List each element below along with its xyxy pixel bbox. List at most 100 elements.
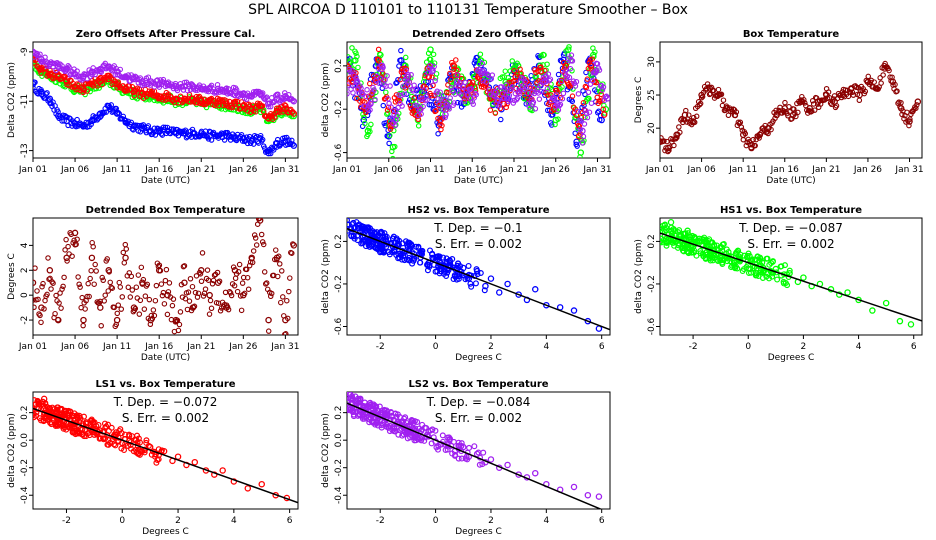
- detrended-zero-offsets-hs2-sample: [356, 95, 362, 102]
- hs2-vs-box-hs2-sample: [462, 276, 469, 283]
- detrended-box-temperature-box-sample: [33, 304, 37, 311]
- zero-offsets-hs2-sample: [182, 127, 189, 133]
- detrended-box-temperature-box-sample: [111, 304, 117, 311]
- hs2-vs-box-hs2-sample: [341, 218, 346, 223]
- zero-offsets-ylabel: Delta CO2 (ppm): [7, 62, 17, 138]
- zero-offsets-ls2-sample: [145, 74, 152, 80]
- detrended-zero-offsets-ls1-sample: [422, 72, 428, 79]
- detrended-box-temperature-box-sample: [119, 294, 126, 300]
- detrended-zero-offsets-ls1-sample: [538, 64, 544, 70]
- detrended-zero-offsets-ls2-sample: [573, 78, 580, 85]
- zero-offsets-points: [33, 48, 298, 157]
- detrended-zero-offsets-ls2-sample: [578, 118, 585, 125]
- detrended-zero-offsets-ls1-sample: [390, 108, 397, 115]
- hs1-vs-box-hs1-sample: [719, 260, 726, 267]
- detrended-box-temperature-box-sample: [115, 302, 122, 308]
- detrended-zero-offsets-ls2-sample: [574, 108, 581, 115]
- box-temperature-box-sample: [705, 84, 712, 90]
- detrended-box-temperature-box-sample: [107, 279, 113, 286]
- ls1-vs-box-ls1-point: [174, 453, 182, 460]
- zero-offsets-ls1-sample: [280, 109, 286, 115]
- ls2-vs-box-ls2-sample: [347, 407, 353, 414]
- detrended-zero-offsets-xtick-label: Jan 11: [415, 165, 444, 175]
- box-temperature-xtick-label: Jan 06: [686, 165, 715, 175]
- detrended-zero-offsets-hs2-sample: [555, 71, 562, 78]
- ls1-vs-box-ls1-sample: [141, 449, 148, 456]
- detrended-zero-offsets-hs1-sample: [349, 45, 355, 51]
- detrended-zero-offsets-ls2-sample: [558, 78, 565, 85]
- zero-offsets-ls1-sample: [81, 87, 87, 94]
- detrended-zero-offsets-ls1-sample: [452, 72, 458, 79]
- ls2-vs-box-ls2-sample: [433, 444, 440, 451]
- zero-offsets-hs2-sample: [137, 129, 144, 135]
- detrended-box-temperature-box-sample: [174, 317, 181, 324]
- detrended-zero-offsets-ls2-sample: [414, 102, 420, 109]
- hs1-vs-box-xtick-label: -2: [689, 342, 698, 352]
- detrended-zero-offsets-hs2-sample: [397, 57, 403, 64]
- detrended-box-temperature-box-sample: [88, 267, 94, 274]
- detrended-zero-offsets-ls2-sample: [586, 109, 593, 115]
- ls1-vs-box-ls1-sample: [128, 433, 135, 440]
- detrended-zero-offsets-ls1-sample: [428, 92, 434, 99]
- detrended-zero-offsets-ls1-point: [600, 111, 608, 118]
- ls1-vs-box-title: LS1 vs. Box Temperature: [95, 379, 235, 390]
- detrended-box-temperature-box-sample: [275, 253, 282, 260]
- ls1-vs-box-ls1-sample: [67, 408, 74, 415]
- box-temperature-box-sample: [892, 81, 898, 88]
- box-temperature-box-sample: [698, 94, 705, 101]
- box-temperature-box-sample: [825, 89, 832, 95]
- detrended-box-temperature-box-sample: [235, 269, 242, 275]
- detrended-zero-offsets-ls2-sample: [389, 115, 395, 122]
- box-temperature-xtick-label: Jan 01: [645, 165, 674, 175]
- detrended-box-temperature-box-sample: [228, 292, 235, 299]
- box-temperature-box-sample: [718, 91, 725, 98]
- detrended-box-temperature-box-sample: [45, 255, 51, 261]
- box-temperature-box-sample: [774, 112, 780, 119]
- ls2-vs-box-ls2-sample: [387, 408, 394, 415]
- zero-offsets-hs2-sample: [71, 119, 77, 126]
- ls1-vs-box-ylabel: delta CO2 (ppm): [7, 413, 17, 488]
- detrended-zero-offsets-ls2-sample: [377, 75, 383, 81]
- hs2-vs-box-hs2-point: [570, 307, 578, 314]
- detrended-zero-offsets-hs1-sample: [555, 116, 561, 122]
- detrended-box-temperature-box-sample: [52, 310, 58, 317]
- detrended-zero-offsets-ls1-sample: [469, 79, 476, 86]
- ls2-vs-box-ls2-sample: [471, 443, 478, 450]
- detrended-zero-offsets-ls2-sample: [368, 100, 374, 107]
- hs1-vs-box-panel: HS1 vs. Box Temperature -2 0 2 4 6 0.2 -0.2 -0.6…: [634, 205, 923, 363]
- detrended-zero-offsets-hs2-point: [360, 116, 367, 124]
- detrended-box-temperature-xtick-label: Jan 31: [270, 342, 299, 352]
- detrended-box-temperature-box-sample: [207, 297, 214, 304]
- ls2-vs-box-ls2-sample: [390, 428, 397, 435]
- detrended-zero-offsets-hs1-sample: [362, 120, 368, 127]
- detrended-box-temperature-panel: Detrended Box Temperature Jan 01 Jan 06 Jan…: [7, 205, 299, 363]
- box-temperature-box-sample: [740, 136, 747, 143]
- detrended-zero-offsets-hs2-sample: [548, 122, 555, 128]
- detrended-zero-offsets-ls1-sample: [560, 59, 567, 66]
- hs1-vs-box-hs1-sample: [732, 250, 739, 257]
- detrended-box-temperature-box-point: [46, 267, 54, 274]
- zero-offsets-xtick-label: Jan 21: [186, 165, 215, 175]
- ls2-vs-box-fit-line: [347, 402, 603, 509]
- ls1-vs-box-xtick-label: 2: [175, 516, 181, 526]
- box-temperature-box-sample: [854, 91, 861, 98]
- detrended-box-temperature-frame: [32, 217, 299, 336]
- zero-offsets-ytick-label: -13: [20, 143, 30, 158]
- ls1-vs-box-ls1-sample: [35, 401, 42, 408]
- zero-offsets-hs2-sample: [61, 118, 67, 124]
- detrended-zero-offsets-hs2-sample: [396, 63, 402, 69]
- detrended-zero-offsets-hs1-sample: [355, 64, 361, 71]
- ls1-vs-box-ls1-sample: [83, 420, 90, 427]
- detrended-box-temperature-box-sample: [162, 277, 169, 284]
- ls2-vs-box-ls2-point: [584, 491, 592, 499]
- ls2-vs-box-ls2-point: [532, 469, 539, 477]
- detrended-box-temperature-box-sample: [236, 261, 243, 268]
- detrended-zero-offsets-hs1-sample: [577, 154, 583, 158]
- zero-offsets-hs2-sample: [55, 109, 61, 115]
- ls2-vs-box-ls2-sample: [362, 414, 369, 421]
- hs2-vs-box-stat-tdep: T. Dep. = −0.1: [433, 221, 522, 235]
- box-temperature-box-sample: [809, 98, 816, 104]
- ls2-vs-box-xtick-label: 4: [543, 516, 549, 526]
- detrended-box-temperature-box-sample: [141, 306, 148, 312]
- detrended-zero-offsets-ls1-sample: [589, 56, 596, 62]
